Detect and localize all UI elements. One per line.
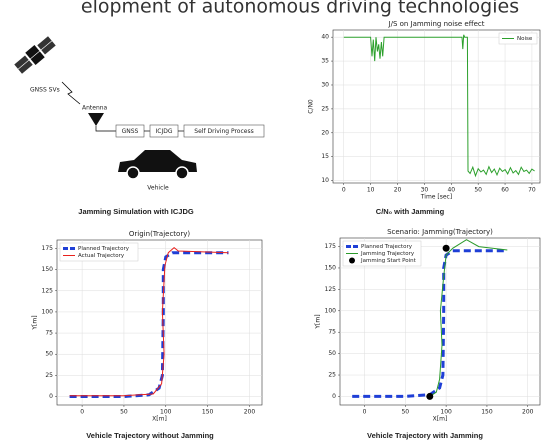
header-text: elopment of autonomous driving technolog…: [81, 0, 519, 18]
y-tick-label: 10: [321, 177, 329, 184]
y-tick-label: 0: [332, 393, 336, 400]
x-tick-label: 150: [481, 409, 493, 416]
x-tick-label: 0: [363, 409, 367, 416]
legend-label: Noise: [517, 36, 533, 42]
x-tick-label: 30: [421, 187, 429, 194]
legend-marker: [349, 258, 355, 264]
antenna-icon: [88, 113, 104, 126]
y-axis-label: Y[m]: [32, 315, 39, 330]
legend-label: Planned Trajectory: [78, 246, 130, 252]
x-tick-label: 100: [160, 409, 172, 416]
y-tick-label: 75: [45, 330, 53, 337]
scatter-point: [443, 245, 450, 252]
car-wheel: [176, 167, 188, 179]
y-tick-label: 175: [42, 245, 54, 252]
legend-label: Planned Trajectory: [361, 244, 413, 250]
satellite-icon: [13, 35, 57, 76]
plot-area: [333, 30, 540, 183]
x-tick-label: 50: [474, 187, 482, 194]
x-tick-label: 50: [120, 409, 128, 416]
car-wheel: [127, 167, 139, 179]
x-tick-label: 0: [342, 187, 346, 194]
icjdg-label: ICJDG: [156, 128, 173, 135]
y-tick-label: 100: [42, 308, 54, 315]
chart-title: Origin(Trajectory): [129, 230, 190, 238]
x-tick-label: 10: [367, 187, 375, 194]
x-tick-label: 200: [522, 409, 534, 416]
y-tick-label: 100: [325, 307, 337, 314]
legend-label: Jamming Trajectory: [360, 251, 415, 257]
x-tick-label: 0: [80, 409, 84, 416]
figure: elopment of autonomous driving technolog…: [0, 0, 544, 444]
y-tick-label: 125: [42, 287, 54, 294]
y-tick-label: 15: [321, 153, 329, 160]
process-label: Self Driving Process: [194, 128, 253, 135]
legend-label: Actual Trajectory: [78, 253, 125, 259]
y-tick-label: 30: [321, 81, 329, 88]
chart: 0 10 20 30 40 50 60 70 10 15 20 25 30 35 40 J/S on Jamm…: [308, 20, 541, 216]
y-tick-label: 150: [325, 264, 337, 271]
y-tick-label: 35: [321, 58, 329, 65]
y-tick-label: 75: [328, 329, 336, 336]
y-axis-label: Y[m]: [315, 314, 322, 329]
caption: Jamming Simulation with ICJDG: [78, 207, 194, 216]
y-tick-label: 175: [325, 243, 337, 250]
chart-title: Scenario: Jamming(Trajectory): [387, 228, 493, 236]
vehicle-label: Vehicle: [147, 185, 169, 192]
x-tick-label: 60: [501, 187, 509, 194]
y-tick-label: 50: [328, 350, 336, 357]
legend-label: Jamming Start Point: [360, 258, 417, 264]
antenna-label: Antenna: [82, 105, 108, 112]
x-tick-label: 100: [440, 409, 452, 416]
y-tick-label: 40: [321, 34, 329, 41]
x-axis-label: X[m]: [433, 416, 448, 423]
diagram: GNSS SVs Antenna GNSS ICJDG Self Driving…: [13, 35, 264, 216]
y-tick-label: 25: [321, 105, 329, 112]
x-tick-label: 20: [394, 187, 402, 194]
y-tick-label: 20: [321, 129, 329, 136]
x-tick-label: 50: [401, 409, 409, 416]
y-tick-label: 25: [45, 372, 53, 379]
x-tick-label: 70: [528, 187, 536, 194]
chart: 0 50 100 150 200 0 25 50 75 100 125 150 175 Origin(Tr…: [32, 230, 263, 440]
y-tick-label: 0: [49, 393, 53, 400]
chart-title: J/S on Jamming noise effect: [388, 20, 485, 28]
gnss-label: GNSS: [122, 128, 139, 135]
caption: Vehicle Trajectory without Jamming: [86, 431, 214, 440]
scatter-point: [426, 393, 433, 400]
caption: Vehicle Trajectory with Jamming: [367, 431, 483, 440]
x-tick-label: 150: [202, 409, 214, 416]
plot-area: [57, 240, 262, 405]
signal-arrow: [62, 82, 80, 104]
y-tick-label: 150: [42, 266, 54, 273]
y-axis-label: C/N0: [308, 99, 315, 114]
y-tick-label: 125: [325, 286, 337, 293]
x-axis-label: X[m]: [152, 416, 167, 423]
y-tick-label: 25: [328, 372, 336, 379]
y-tick-label: 50: [45, 351, 53, 358]
satellite-label: GNSS SVs: [30, 87, 60, 94]
x-axis-label: Time [sec]: [420, 194, 452, 201]
x-tick-label: 40: [447, 187, 455, 194]
connector: [96, 126, 116, 131]
x-tick-label: 200: [244, 409, 256, 416]
chart: 0 50 100 150 200 0 25 50 75 100 125 150 175 Scenario:…: [315, 228, 541, 440]
caption: C/N₀ with Jamming: [376, 207, 445, 216]
